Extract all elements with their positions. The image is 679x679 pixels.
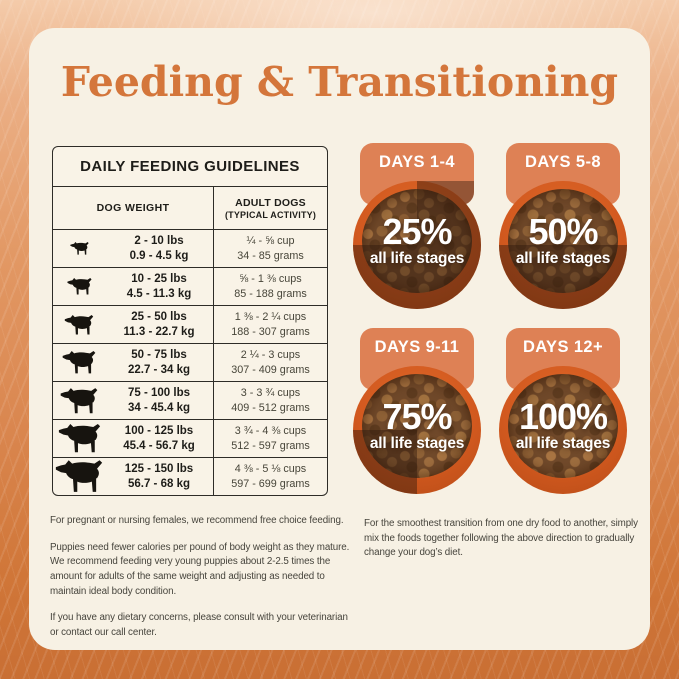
weight-kg: 4.5 - 11.3 kg <box>126 287 192 300</box>
footnote-puppies: Puppies need fewer calories per pound of… <box>50 541 350 597</box>
kibble-bowl-photo: 50% all life stages <box>499 181 627 309</box>
page-title: Feeding & Transitioning <box>60 58 619 106</box>
dog-silhouette-icon <box>53 387 105 414</box>
kibble-bowl-photo: 25% all life stages <box>353 181 481 309</box>
amount-grams: 409 - 512 grams <box>231 401 310 414</box>
amount-cups: ⅝ - 1 ⅜ cups <box>239 273 302 286</box>
weight-kg: 56.7 - 68 kg <box>127 477 190 490</box>
amount-grams: 512 - 597 grams <box>231 439 310 452</box>
kibble-texture <box>362 189 472 293</box>
transition-note: For the smoothest transition from one dr… <box>364 518 638 559</box>
percent-value: 75% <box>382 396 452 437</box>
amount-cups: 4 ⅜ - 5 ⅛ cups <box>234 463 307 476</box>
kibble-texture <box>362 374 472 478</box>
kibble-texture <box>508 374 618 478</box>
column-header-adult-dogs: ADULT DOGS (TYPICAL ACTIVITY) <box>213 187 327 229</box>
amount-cups: ¼ - ⅝ cup <box>246 235 295 248</box>
amount-grams: 307 - 409 grams <box>231 363 310 376</box>
feeding-guidelines-table: DAILY FEEDING GUIDELINES DOG WEIGHT ADUL… <box>52 146 328 496</box>
table-row: 100 - 125 lbs 45.4 - 56.7 kg 3 ¾ - 4 ⅜ cu… <box>53 419 327 457</box>
weight-kg: 11.3 - 22.7 kg <box>123 325 195 338</box>
dog-silhouette-icon <box>53 314 105 335</box>
kibble-bowl-photo: 100% all life stages <box>499 366 627 494</box>
footnote-dietary: If you have any dietary concerns, please… <box>50 612 348 639</box>
percent-value: 50% <box>528 211 598 252</box>
table-row: 125 - 150 lbs 56.7 - 68 kg 4 ⅜ - 5 ⅛ cups… <box>53 457 327 495</box>
weight-kg: 22.7 - 34 kg <box>127 363 190 376</box>
percent-caption: all life stages <box>369 250 465 267</box>
weight-kg: 34 - 45.4 kg <box>127 401 190 414</box>
column-header-dog-weight: DOG WEIGHT <box>96 202 170 214</box>
kibble-texture <box>508 189 618 293</box>
table-row: 25 - 50 lbs 11.3 - 22.7 kg 1 ⅜ - 2 ¼ cups… <box>53 305 327 343</box>
days-label: DAYS 12+ <box>522 338 604 356</box>
dog-silhouette-icon <box>53 278 105 295</box>
weight-lbs: 125 - 150 lbs <box>124 462 194 475</box>
table-title: DAILY FEEDING GUIDELINES <box>53 147 327 187</box>
weight-lbs: 50 - 75 lbs <box>131 348 187 361</box>
percent-value: 25% <box>382 211 452 252</box>
weight-lbs: 100 - 125 lbs <box>124 424 194 437</box>
table-row: 75 - 100 lbs 34 - 45.4 kg 3 - 3 ¾ cups 409… <box>53 381 327 419</box>
footnote-pregnant: For pregnant or nursing females, we reco… <box>50 515 344 526</box>
transition-step-days-5-8: DAYS 5-8 50% all life stages <box>490 142 636 327</box>
amount-grams: 597 - 699 grams <box>231 477 310 490</box>
adult-dogs-label: ADULT DOGS <box>235 196 306 209</box>
weight-lbs: 75 - 100 lbs <box>127 386 190 399</box>
dog-silhouette-icon <box>53 424 105 453</box>
percent-caption: all life stages <box>515 250 611 267</box>
percent-caption: all life stages <box>369 435 465 452</box>
transition-step-days-12plus: DAYS 12+ 100% all life stages <box>490 327 636 512</box>
table-row: 10 - 25 lbs 4.5 - 11.3 kg ⅝ - 1 ⅜ cups 85 … <box>53 267 327 305</box>
transition-bowls-grid: DAYS 1-4 25% all life stages DAYS 5-8 50… <box>344 142 636 512</box>
feeding-footnotes: For pregnant or nursing females, we reco… <box>50 514 354 653</box>
percent-value: 100% <box>518 396 608 437</box>
table-row: 2 - 10 lbs 0.9 - 4.5 kg ¼ - ⅝ cup 34 - 85 … <box>53 229 327 267</box>
kibble-bowl-photo: 75% all life stages <box>353 366 481 494</box>
weight-lbs: 25 - 50 lbs <box>131 310 187 323</box>
weight-lbs: 10 - 25 lbs <box>131 272 187 285</box>
days-label: DAYS 1-4 <box>379 153 455 171</box>
amount-grams: 34 - 85 grams <box>237 249 304 262</box>
weight-kg: 0.9 - 4.5 kg <box>129 249 189 262</box>
dog-silhouette-icon <box>53 460 105 493</box>
amount-grams: 85 - 188 grams <box>234 287 307 300</box>
amount-cups: 3 ¾ - 4 ⅜ cups <box>234 425 307 438</box>
amount-cups: 3 - 3 ¾ cups <box>240 387 301 400</box>
weight-lbs: 2 - 10 lbs <box>134 234 184 247</box>
amount-cups: 2 ¼ - 3 cups <box>240 349 301 362</box>
days-label: DAYS 9-11 <box>374 338 460 356</box>
table-row: 50 - 75 lbs 22.7 - 34 kg 2 ¼ - 3 cups 307 … <box>53 343 327 381</box>
transition-step-days-1-4: DAYS 1-4 25% all life stages <box>344 142 490 327</box>
days-label: DAYS 5-8 <box>525 153 601 171</box>
amount-cups: 1 ⅜ - 2 ¼ cups <box>234 311 307 324</box>
weight-kg: 45.4 - 56.7 kg <box>123 439 195 452</box>
table-header-row: DOG WEIGHT ADULT DOGS (TYPICAL ACTIVITY) <box>53 187 327 229</box>
transition-step-days-9-11: DAYS 9-11 75% all life stages <box>344 327 490 512</box>
dog-silhouette-icon <box>53 351 105 374</box>
percent-caption: all life stages <box>515 435 611 452</box>
dog-silhouette-icon <box>53 242 105 255</box>
typical-activity-label: (TYPICAL ACTIVITY) <box>224 209 317 220</box>
amount-grams: 188 - 307 grams <box>231 325 310 338</box>
